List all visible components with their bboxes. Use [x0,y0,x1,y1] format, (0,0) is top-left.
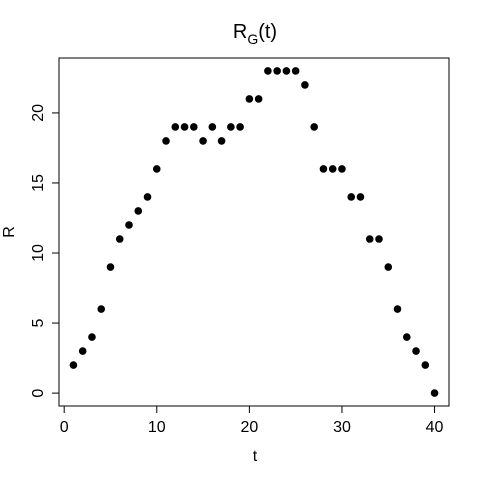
x-tick-label: 40 [426,419,444,436]
x-tick-label: 0 [60,419,69,436]
point [338,165,346,173]
y-tick-label: 10 [30,244,47,262]
point [171,123,180,131]
point [384,263,393,271]
point [375,235,383,243]
point [301,81,309,89]
point [190,123,198,131]
point [143,193,152,201]
point [402,333,411,341]
point [412,347,420,355]
point [356,193,365,201]
x-axis-label: t [253,448,258,465]
point [282,67,291,75]
point [245,95,254,103]
point [134,207,143,215]
x-tick-label: 30 [333,419,351,436]
point [273,67,281,75]
title-suffix: (t) [258,21,277,43]
y-tick-label: 0 [30,389,47,398]
y-tick-label: 5 [30,319,47,328]
point [115,235,124,243]
point [365,235,374,243]
point [264,67,272,75]
y-tick-label: 15 [30,174,47,192]
chart-title: RG(t) [233,21,277,47]
point [180,123,189,131]
point [162,137,170,145]
point [236,123,244,131]
point [217,137,226,145]
point [106,263,115,271]
point [347,193,356,201]
point [328,165,337,173]
title-main: R [233,21,247,43]
point [291,67,300,75]
point [125,221,133,229]
y-tick-label: 20 [30,104,47,122]
point [97,305,106,313]
title-subscript: G [247,31,258,47]
point [152,165,161,173]
point [421,361,430,369]
point [227,123,235,131]
point [88,333,96,341]
point [208,123,217,131]
point [319,165,328,173]
point [310,123,318,131]
y-axis-label: R [1,226,18,238]
point [254,95,263,103]
x-tick-label: 20 [240,419,258,436]
x-tick-label: 10 [148,419,166,436]
point [69,361,78,369]
point [78,347,87,355]
point [199,137,207,145]
point [430,389,439,397]
point [393,305,402,313]
